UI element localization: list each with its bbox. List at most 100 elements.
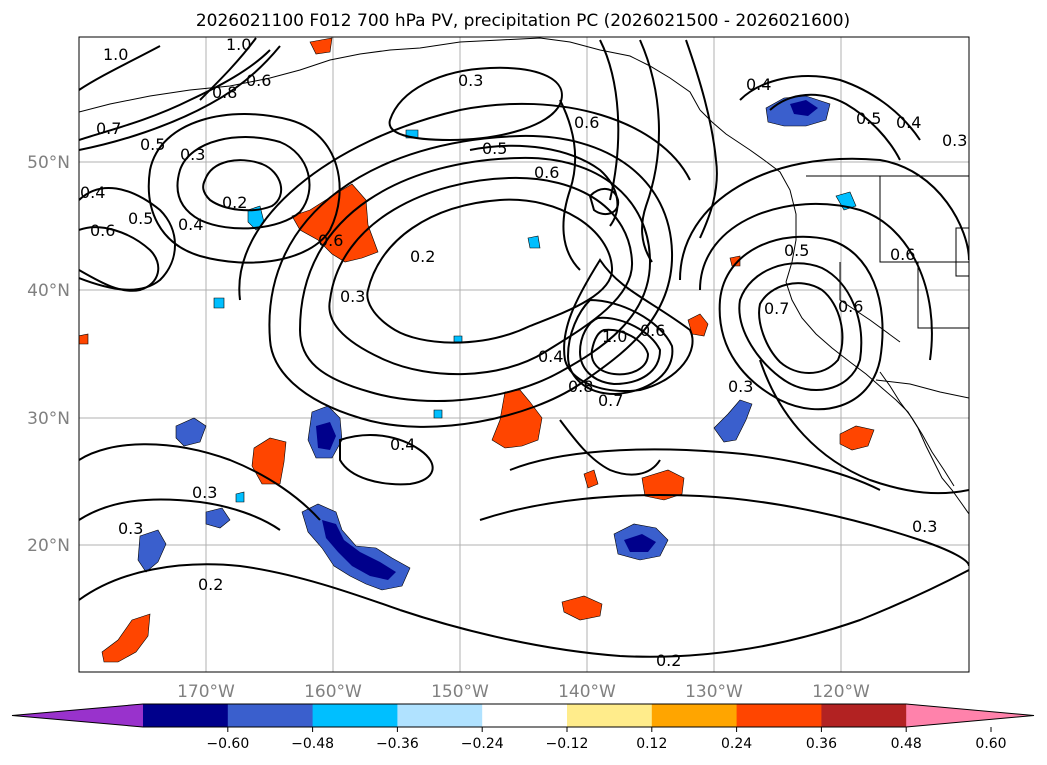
contour-label: 0.3: [192, 483, 217, 502]
longitude-labels: 170°W 160°W 150°W 140°W 130°W 120°W: [177, 682, 870, 702]
pv-contour-0.9: [578, 316, 662, 386]
contour-label: 0.5: [128, 209, 153, 228]
pv-contours: [79, 37, 969, 658]
contour-label: 0.7: [598, 391, 623, 410]
colorbar-segment: [567, 704, 653, 727]
colorbar-segment: [821, 704, 907, 727]
precip-patch-negative: [713, 399, 753, 443]
coastline-canada-west: [699, 109, 797, 283]
precip-patch-weak-negative: [235, 491, 245, 503]
pv-contour-0.6: [238, 102, 691, 301]
lat-label-50n: 50°N: [27, 153, 70, 173]
lon-label-120w: 120°W: [812, 682, 870, 702]
pv-contour-0.6-east: [738, 262, 863, 392]
contour-label: 0.8: [568, 377, 593, 396]
pv-contour-0.2-west: [202, 159, 282, 212]
pv-contour-0.4-ne: [739, 75, 921, 141]
precip-patch-positive: [309, 37, 333, 55]
precip-patch-weak-negative: [213, 297, 225, 309]
colorbar-tick-label: −0.48: [291, 736, 334, 752]
lon-label-170w: 170°W: [177, 682, 235, 702]
border-us-states: [839, 176, 969, 343]
contour-label: 0.4: [80, 183, 105, 202]
pv-contour-0.2: [366, 198, 614, 344]
colorbar-segment: [736, 704, 822, 727]
pv-contour-0.3-sw: [79, 443, 321, 521]
contour-label: 0.4: [390, 435, 415, 454]
pv-contour-0.4-west: [147, 113, 341, 264]
colorbar-outline: [11, 703, 1035, 728]
colorbar-tick-label: 0.36: [806, 736, 837, 752]
precip-patch-positive: [561, 595, 603, 621]
pv-contour-0.4-se: [509, 448, 881, 491]
colorbar-tick-label: 0.60: [975, 736, 1006, 752]
map-panel: 1.0 1.0 0.7 0.5 0.8 0.6 0.3 0.3 0.5 0.6 …: [78, 35, 970, 673]
pv-contour-0.2-small: [588, 188, 620, 216]
colorbar-extend-high: [906, 704, 1034, 727]
pv-contour-0.3-mid: [559, 419, 661, 476]
lat-label-40n: 40°N: [27, 281, 70, 301]
contour-label: 0.3: [728, 377, 753, 396]
contour-label: 0.6: [890, 245, 915, 264]
precip-patch-weak-negative: [433, 409, 443, 419]
contour-label: 0.4: [746, 75, 771, 94]
contour-label: 0.6: [838, 297, 863, 316]
coastline-baja: [879, 371, 955, 487]
pv-contour-0.2-sw: [79, 563, 401, 611]
precip-patch-strong-negative: [316, 422, 336, 450]
pv-contour-0.5-ne: [769, 93, 901, 161]
colorbar-segment: [651, 704, 738, 727]
precip-patch-positive: [729, 255, 741, 267]
pv-contour-0.7-east: [758, 282, 844, 374]
lon-label-160w: 160°W: [304, 682, 362, 702]
contour-label: 0.5: [140, 135, 165, 154]
contour-labels: 1.0 1.0 0.7 0.5 0.8 0.6 0.3 0.3 0.5 0.6 …: [80, 35, 967, 670]
pv-contour-0.8: [566, 298, 674, 396]
lat-label-20n: 20°N: [27, 536, 70, 556]
colorbar-tick-label: 0.12: [636, 736, 667, 752]
pv-contour-0.3-south: [79, 498, 281, 531]
precip-patch-weak-negative: [527, 235, 541, 249]
pv-contour-0.6-west: [79, 226, 160, 292]
contour-label: 0.7: [764, 299, 789, 318]
colorbar-extend-low: [12, 704, 143, 727]
contour-label: 0.6: [318, 231, 343, 250]
contour-label: 0.2: [410, 247, 435, 266]
pv-contour-0.5: [268, 134, 674, 428]
lon-label-150w: 150°W: [431, 682, 489, 702]
contour-label: 0.6: [246, 71, 271, 90]
contour-label: 1.0: [226, 35, 251, 54]
precip-patch-positive: [79, 333, 89, 345]
contour-label: 0.4: [538, 347, 563, 366]
contour-label: 0.5: [784, 241, 809, 260]
colorbar-segment: [227, 704, 314, 727]
contour-label: 0.4: [178, 215, 203, 234]
contour-label: 0.4: [896, 113, 921, 132]
precip-patch-weak-negative: [453, 335, 463, 343]
contour-label: 0.2: [656, 651, 681, 670]
colorbar-tick-label: −0.60: [206, 736, 249, 752]
coastline-california: [785, 281, 969, 515]
contour-label: 0.6: [534, 163, 559, 182]
precip-patch-negative: [175, 417, 207, 447]
pv-contour-0.5-north3: [639, 39, 660, 263]
map-background: [79, 37, 969, 672]
contour-label: 0.5: [482, 139, 507, 158]
contour-label: 0.8: [212, 83, 237, 102]
pv-contour-0.2-south: [399, 569, 969, 658]
pv-contour-0.3: [328, 176, 634, 376]
contour-label: 0.7: [96, 119, 121, 138]
map-content: 1.0 1.0 0.7 0.5 0.8 0.6 0.3 0.3 0.5 0.6 …: [79, 35, 969, 672]
pv-contour-0.6-north: [559, 99, 581, 271]
contour-label: 0.6: [640, 321, 665, 340]
pv-contour-0.4: [298, 156, 652, 403]
contour-label: 0.3: [180, 145, 205, 164]
contour-label: 0.3: [942, 131, 967, 150]
precip-patch-negative: [137, 529, 167, 573]
pv-contour-0.5-east: [718, 235, 884, 411]
pv-contour-0.8-nw: [79, 45, 281, 151]
coastline-alaska: [79, 37, 701, 113]
pv-contour-0.3-east: [679, 157, 969, 281]
map-frame: [78, 36, 970, 673]
border-us-mexico: [875, 379, 969, 399]
